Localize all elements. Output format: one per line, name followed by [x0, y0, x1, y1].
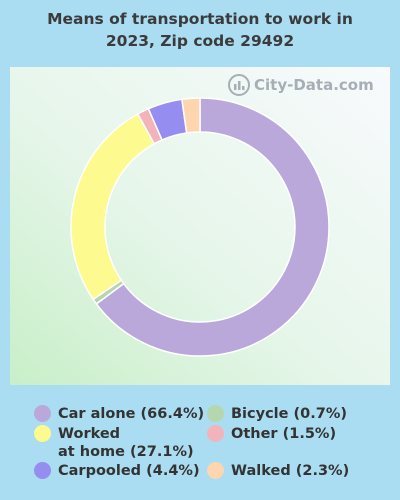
watermark: City-Data.com [228, 73, 374, 97]
slice-walked [181, 97, 201, 134]
slice-worked-at-home [70, 112, 156, 301]
chart-title-line-1: Means of transportation to work in [47, 10, 353, 28]
watermark-text: City-Data.com [254, 76, 374, 94]
chart-title-line-2: 2023, Zip code 29492 [105, 32, 295, 50]
chart-title: Means of transportation to work in 2023,… [0, 8, 400, 52]
city-data-logo-icon [228, 74, 250, 96]
slice-car-alone [95, 97, 330, 357]
